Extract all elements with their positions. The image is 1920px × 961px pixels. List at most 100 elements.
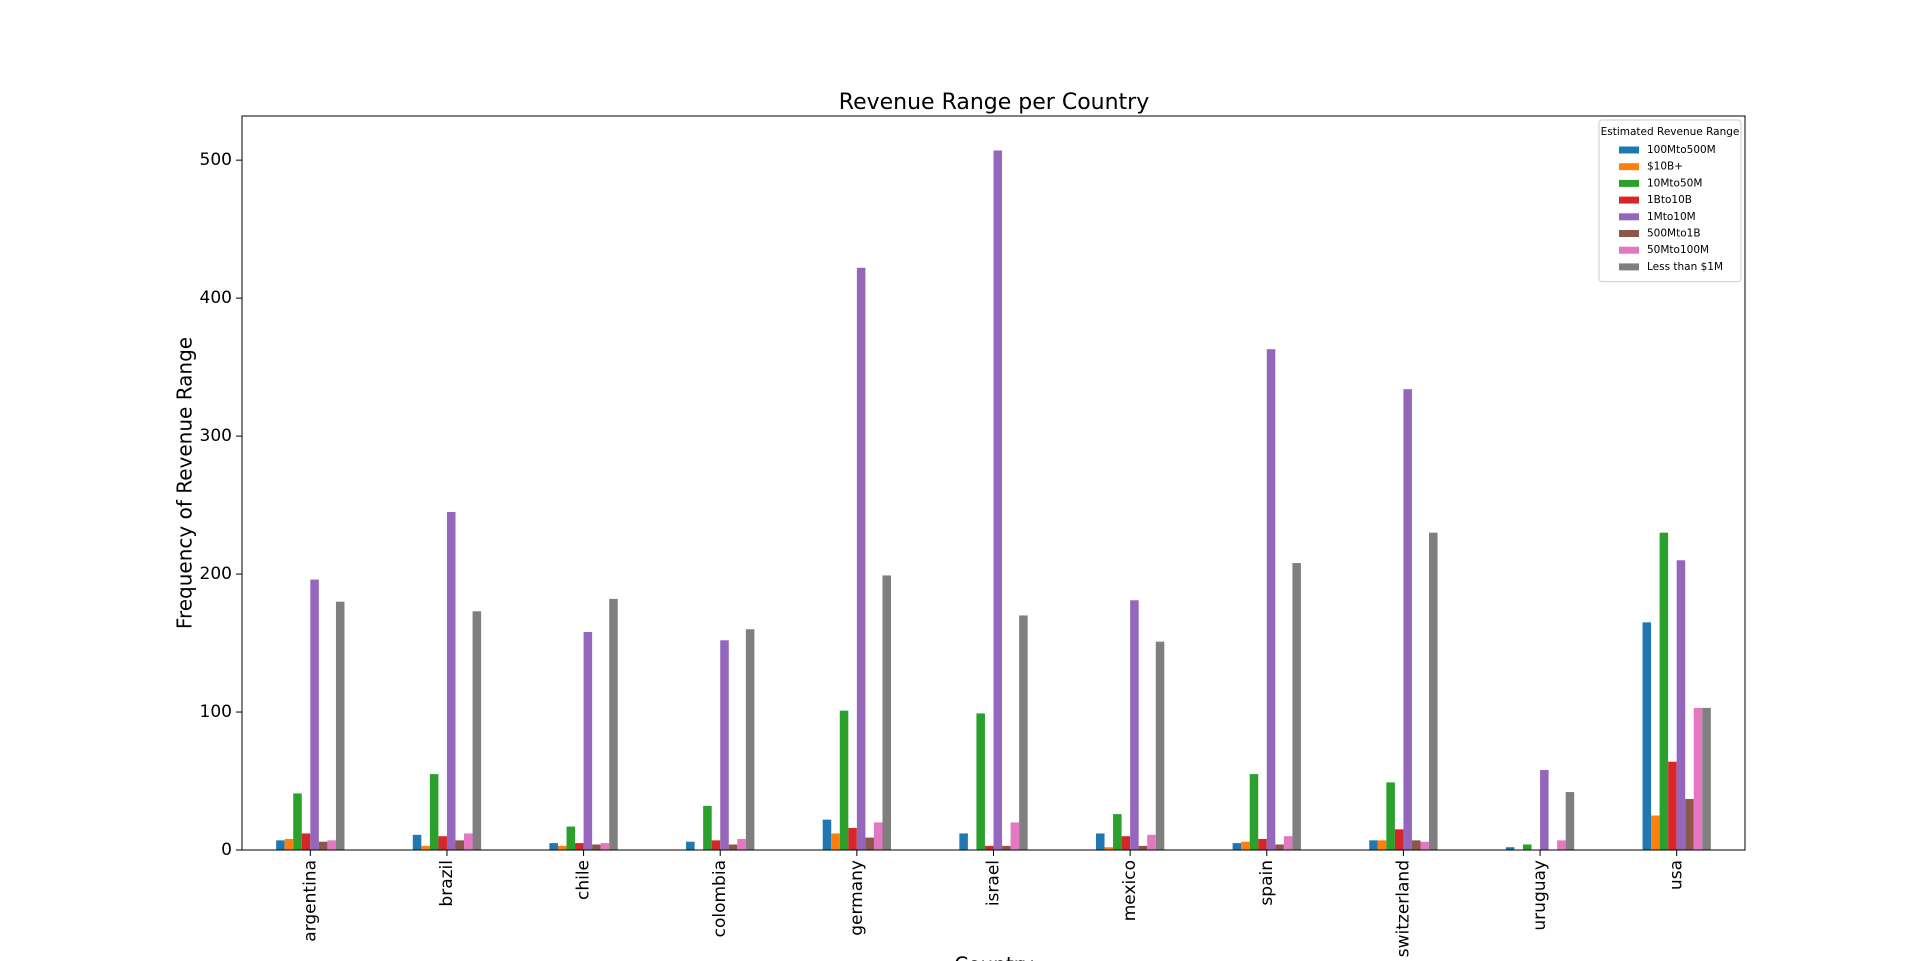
bar <box>1019 615 1028 850</box>
bar <box>839 710 849 850</box>
bar <box>276 840 285 850</box>
legend-label: $10B+ <box>1647 161 1683 173</box>
legend-label: 100Mto500M <box>1647 144 1716 156</box>
legend-swatch <box>1619 146 1639 154</box>
x-tick-label: germany <box>847 860 867 936</box>
bar <box>583 632 593 850</box>
legend-label: 1Mto10M <box>1647 211 1696 223</box>
bar <box>446 511 456 850</box>
bar <box>976 713 985 850</box>
bar <box>1702 707 1711 850</box>
legend-swatch <box>1619 246 1639 254</box>
bar <box>1002 845 1011 850</box>
bar <box>284 838 294 850</box>
bar <box>1249 774 1259 850</box>
y-tick-label: 500 <box>200 150 232 170</box>
bar <box>1010 822 1020 850</box>
bar <box>1668 761 1677 850</box>
x-tick-label: argentina <box>300 860 320 942</box>
bar <box>1155 641 1165 850</box>
legend-label: 1Bto10B <box>1647 194 1692 206</box>
bar <box>959 833 968 850</box>
bar <box>1651 815 1660 850</box>
legend-swatch <box>1619 230 1639 237</box>
bar <box>686 841 695 850</box>
y-tick-label: 200 <box>200 564 232 584</box>
bar <box>566 826 576 850</box>
bar <box>455 840 465 850</box>
bar <box>1429 532 1438 850</box>
x-axis-label: Country <box>954 953 1034 961</box>
bar <box>412 834 422 850</box>
bar <box>1258 838 1267 850</box>
legend-swatch <box>1619 179 1639 187</box>
bar <box>1642 622 1652 850</box>
bar <box>856 267 866 850</box>
bar <box>421 845 430 850</box>
bar <box>301 833 311 850</box>
bar <box>1403 389 1412 850</box>
bar <box>318 841 328 850</box>
bar <box>472 611 482 850</box>
legend-swatch <box>1619 263 1639 271</box>
x-tick-label: uruguay <box>1530 860 1550 931</box>
bar <box>464 833 473 850</box>
bar <box>429 774 439 850</box>
bar <box>1659 532 1669 850</box>
bar <box>557 845 567 850</box>
y-tick-label: 300 <box>200 426 232 446</box>
bar <box>831 833 840 850</box>
bar <box>1232 843 1242 850</box>
chart-title: Revenue Range per Country <box>839 90 1149 115</box>
bar <box>600 843 610 850</box>
bar <box>1386 782 1395 850</box>
bar <box>293 793 302 850</box>
bar <box>711 840 721 850</box>
bar <box>1505 847 1515 850</box>
bar <box>1266 349 1276 850</box>
bar <box>1138 845 1148 850</box>
bar <box>1241 841 1250 850</box>
x-tick-label: usa <box>1667 860 1687 890</box>
bar <box>728 844 738 850</box>
bar <box>1377 840 1387 850</box>
bar <box>984 845 994 850</box>
legend-swatch <box>1619 196 1639 204</box>
bar <box>335 601 345 850</box>
bar <box>1522 844 1532 850</box>
legend-label: 10Mto50M <box>1647 177 1702 189</box>
legend-title: Estimated Revenue Range <box>1601 126 1740 138</box>
bar <box>737 838 746 850</box>
bar <box>822 819 832 850</box>
legend-label: 50Mto100M <box>1647 244 1709 256</box>
plot-frame <box>241 115 1746 851</box>
bar <box>848 827 857 850</box>
bar <box>1693 707 1703 850</box>
bar <box>1113 814 1122 850</box>
bar <box>1130 600 1139 850</box>
bar <box>873 822 883 850</box>
bar <box>1685 798 1694 850</box>
legend-box <box>1598 119 1742 283</box>
bar <box>592 844 601 850</box>
bar <box>438 836 447 850</box>
bar <box>1275 844 1284 850</box>
bar <box>865 837 874 850</box>
bar <box>1411 840 1421 850</box>
bar <box>609 598 618 850</box>
legend-label: 500Mto1B <box>1647 228 1701 240</box>
bar <box>549 843 558 850</box>
x-tick-label: israel <box>984 860 1004 906</box>
bar <box>703 805 712 850</box>
x-tick-label: switzerland <box>1393 860 1413 957</box>
bar <box>327 840 336 850</box>
y-tick-label: 0 <box>221 840 232 860</box>
x-tick-label: brazil <box>437 860 457 907</box>
x-tick-label: colombia <box>710 860 730 937</box>
y-axis-label: Frequency of Revenue Range <box>173 337 197 629</box>
bar <box>882 575 892 850</box>
bar <box>310 579 319 850</box>
bar <box>993 150 1003 850</box>
